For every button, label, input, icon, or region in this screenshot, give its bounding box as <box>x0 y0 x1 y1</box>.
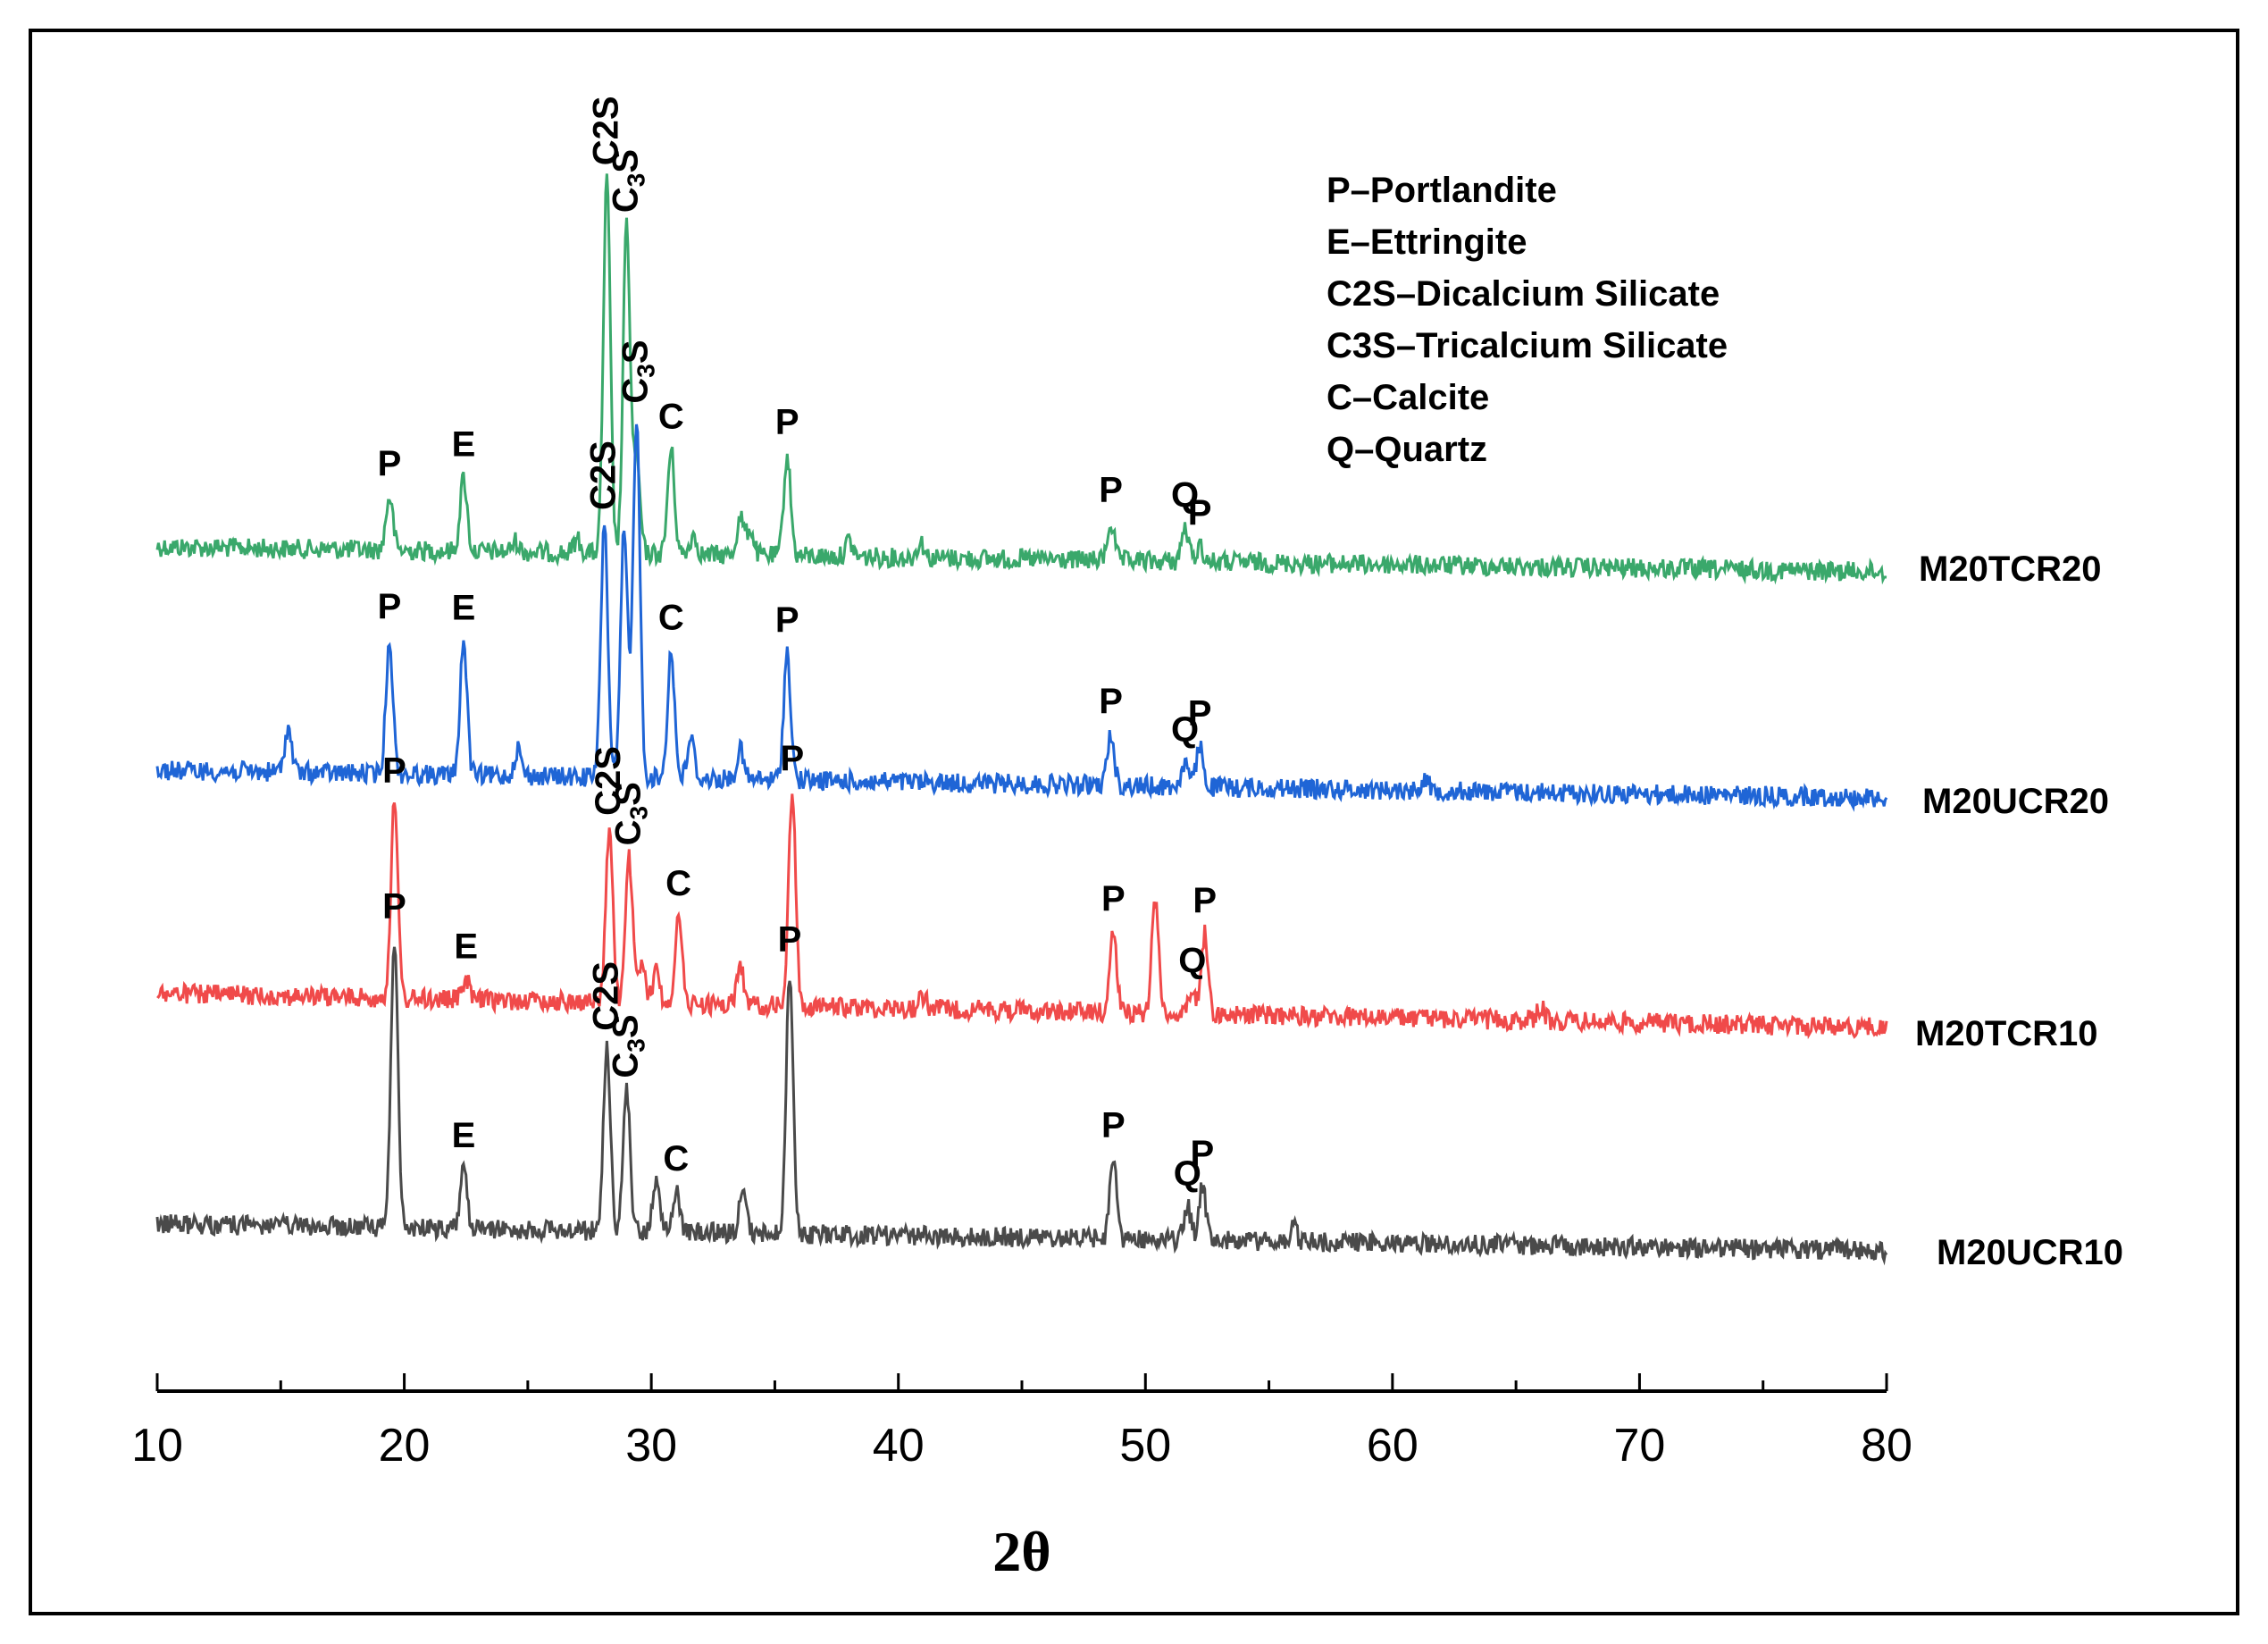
series-name-label: M20UCR20 <box>1922 782 2109 821</box>
peak-label: C3S <box>608 782 652 845</box>
peak-label: Q <box>1171 475 1199 515</box>
peak-label: P <box>1101 1106 1126 1145</box>
series-line-m20ucr10 <box>155 946 1888 1266</box>
legend-entry: C2S–Dicalcium Silicate <box>1326 274 1720 314</box>
peak-label: C2S <box>584 440 623 510</box>
series-name-label: M20TCR10 <box>1915 1014 2098 1053</box>
peak-label: E <box>452 424 476 464</box>
peak-label: P <box>1101 879 1126 918</box>
legend-entry: C–Calcite <box>1326 378 1489 417</box>
x-tick-label: 40 <box>873 1420 925 1472</box>
series-names: M20TCR20 M20UCR20 M20TCR10 M20UCR10 <box>1915 549 2123 1272</box>
peak-label: C <box>658 599 684 638</box>
peak-label: C3S <box>606 1014 649 1078</box>
peak-label: P <box>1188 493 1212 533</box>
x-tick-label: 50 <box>1119 1420 1171 1472</box>
peak-label: C3S <box>616 340 660 403</box>
legend-entry: C3S–Tricalcium Silicate <box>1326 326 1728 365</box>
peak-label: Q <box>1174 1153 1201 1193</box>
peak-label: C <box>658 397 684 436</box>
x-axis: 10 20 30 40 50 60 70 80 <box>131 1373 1912 1472</box>
peak-label: Q <box>1178 941 1206 980</box>
x-tick-label: 80 <box>1861 1420 1912 1472</box>
x-tick-label: 60 <box>1367 1420 1419 1472</box>
peak-label: P <box>775 403 799 442</box>
series-line-m20ucr20 <box>155 424 1888 812</box>
peak-label: E <box>452 1116 476 1155</box>
peak-label: P <box>378 444 402 483</box>
peak-label: C3S <box>606 149 649 213</box>
peak-label: P <box>1188 694 1212 734</box>
series-name-label: M20TCR20 <box>1919 549 2102 589</box>
legend-entry: Q–Quartz <box>1326 430 1487 469</box>
peak-label: Q <box>1171 709 1199 749</box>
peak-label: P <box>1193 881 1217 920</box>
legend-entry: E–Ettringite <box>1326 222 1527 262</box>
peak-label: C <box>665 864 691 903</box>
peak-label: E <box>454 927 478 966</box>
peak-label: P <box>778 919 802 959</box>
peak-label: P <box>775 600 799 640</box>
x-axis-label: 2θ <box>992 1520 1050 1583</box>
peak-label: C2S <box>589 746 628 816</box>
legend: P–Portlandite E–Ettringite C2S–Dicalcium S… <box>1326 171 1728 469</box>
peak-label: P <box>1099 470 1123 509</box>
peak-label: P <box>1099 682 1123 721</box>
series-line-m20tcr20 <box>155 173 1887 585</box>
peak-label: E <box>452 588 476 627</box>
figure-frame <box>29 29 2239 1615</box>
peak-label: P <box>1191 1134 1215 1173</box>
series-layer <box>155 173 1888 1266</box>
peak-label: P <box>378 587 402 626</box>
legend-entry: P–Portlandite <box>1326 171 1557 210</box>
peak-label: C2S <box>586 961 625 1031</box>
peak-label: C <box>663 1139 689 1178</box>
x-tick-label: 10 <box>131 1420 183 1472</box>
x-tick-label: 20 <box>379 1420 431 1472</box>
series-line-m20tcr10 <box>156 793 1888 1040</box>
x-tick-label: 70 <box>1614 1420 1666 1472</box>
x-tick-label: 30 <box>625 1420 677 1472</box>
peak-label: P <box>382 751 406 791</box>
series-name-label: M20UCR10 <box>1937 1233 2123 1272</box>
peak-label: P <box>382 887 406 927</box>
peak-label: C2S <box>586 96 625 165</box>
peak-label: P <box>780 739 804 778</box>
